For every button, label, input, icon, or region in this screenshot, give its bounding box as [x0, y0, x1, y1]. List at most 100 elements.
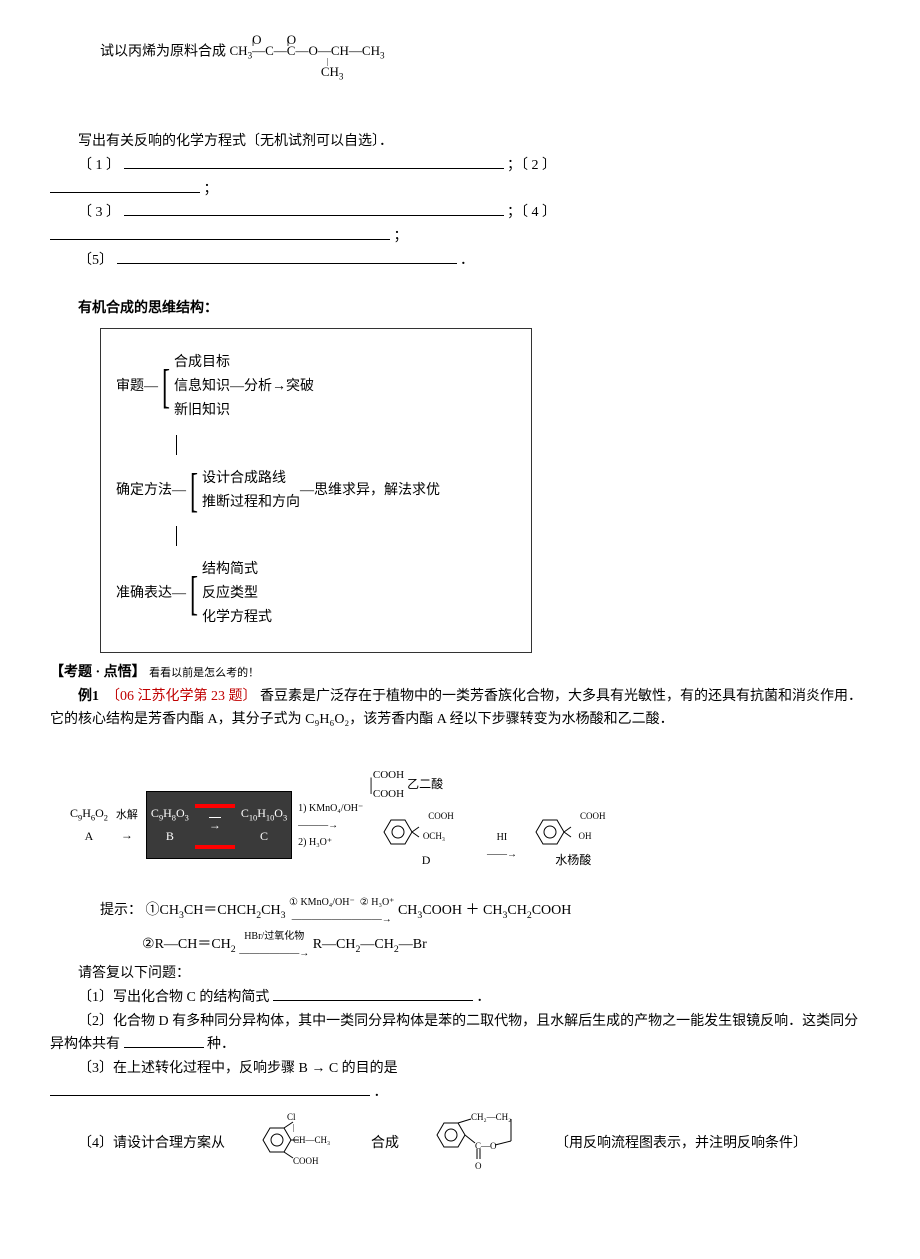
q4-molecule-1: Cl | CH—CH₃ COOH [225, 1110, 343, 1179]
flow1-item2: 新旧知识 [174, 399, 230, 423]
q4-text-a: 〔4〕请设计合理方案从 [50, 1132, 225, 1156]
flow2-item1: 推断过程和方向 [202, 491, 300, 515]
question-3: 〔3〕在上述转化过程中，反响步骤 B → C 的目的是 [50, 1057, 870, 1081]
flow1-item1: 信息知识 [174, 375, 230, 399]
arrow-C-D: 1) KMnO₄/OH⁻ ———→ 2) H₃O⁺ [298, 800, 363, 851]
bracket-icon: [ [190, 467, 198, 515]
blank-4[interactable] [50, 239, 390, 240]
h2-right: R—CH2—CH2—Br [313, 937, 427, 952]
step-CD2: 2) H₃O⁺ [298, 837, 332, 848]
bracket-icon: [ [162, 363, 170, 411]
blank-row-4: ； [50, 225, 870, 249]
bracket-icon: [ [190, 570, 198, 618]
flow3-item2: 化学方程式 [202, 606, 272, 630]
q4-text-b: 合成 [343, 1132, 399, 1156]
arrow-A-B: 水解→ [116, 804, 138, 845]
blank-2[interactable] [50, 192, 200, 193]
svg-text:C—O: C—O [475, 1141, 497, 1151]
item4-end: ； [394, 229, 408, 244]
h2-left: R—CH＝CH2 [155, 937, 236, 952]
ex1-source: 〔06 江苏化学第 23 题〕 [106, 689, 257, 704]
step-CD1: 1) KMnO₄/OH⁻ [298, 803, 363, 814]
svg-text:CH₂—CH₂: CH₂—CH₂ [471, 1112, 511, 1122]
oxalic-bot: COOH [373, 785, 404, 804]
blank-row-1: 〔 1 〕 ；〔 2 〕 [50, 154, 870, 178]
h1-arrow: ① KMnO₄/OH⁻ ② H₃O⁺ —————————→ [289, 894, 394, 928]
flow1-item0: 合成目标 [174, 351, 230, 375]
oxalic-top: COOH [373, 766, 404, 785]
arrow-D-E: HI——→ [487, 829, 517, 863]
intro-prefix: 试以丙烯为原料合成 [100, 44, 226, 59]
q3-blank[interactable] [50, 1095, 370, 1096]
flowchart-title: 有机合成的思维结构： [50, 297, 870, 321]
h1-cond1: ① KMnO₄/OH⁻ [289, 897, 355, 908]
question-3-blank-row: ． [50, 1081, 870, 1105]
questions-lead: 请答复以下问题： [50, 962, 870, 986]
oxalic-acid: | COOH COOH 乙二酸 [369, 766, 443, 803]
exam-note: 看看以前是怎么考的！ [149, 667, 259, 679]
flow2-item0: 设计合成路线 [202, 467, 300, 491]
D-och3: OCH₃ [423, 831, 445, 841]
svg-text:|: | [293, 1123, 295, 1132]
oxalic-name: 乙二酸 [407, 774, 443, 794]
compound-C: C10H10O3C [241, 803, 287, 846]
E-name: 水杨酸 [555, 853, 591, 867]
blank-row-3: 〔 3 〕 ；〔 4 〕 [50, 201, 870, 225]
blackbox-BC: C9H8O3B → C10H10O3C [146, 791, 292, 858]
hint-1: 提示： ①CH3CH＝CHCH2CH3 ① KMnO₄/OH⁻ ② H₃O⁺ —… [100, 894, 870, 928]
flow1-head: 审题— [116, 375, 158, 399]
question-2: 〔2〕化合物 D 有多种同分异构体，其中一类同分异构体是苯的二取代物，且水解后生… [50, 1010, 870, 1058]
target-formula-line: 试以丙烯为原料合成 CH3—O‖C—O‖C—O—CH|CH3—CH3 [100, 40, 870, 130]
flow1-tail: —分析→突破 [230, 375, 314, 399]
flow2-head: 确定方法— [116, 479, 186, 503]
compound-A: C9H6O2 A [70, 803, 108, 846]
svg-text:Cl: Cl [287, 1112, 296, 1122]
question-1: 〔1〕写出化合物 C 的结构简式 ． [50, 986, 870, 1010]
q3-text: 〔3〕在上述转化过程中，反响步骤 B → C 的目的是 [78, 1061, 398, 1076]
D-cooh: COOH [428, 811, 454, 821]
item2-end: ； [204, 182, 218, 197]
q2-text-b: 种． [207, 1037, 235, 1052]
hints-label: 提示： [100, 903, 142, 918]
item5-period: ． [460, 253, 474, 268]
item5-label: 〔5〕 [78, 253, 113, 268]
svg-text:COOH: COOH [293, 1156, 319, 1166]
h1-right: CH3COOH ＋ CH3CH2COOH [398, 903, 571, 918]
flow3-head: 准确表达— [116, 582, 186, 606]
blank-5[interactable] [117, 263, 457, 264]
h1-num: ① [146, 903, 160, 918]
step-DE: HI [497, 832, 508, 843]
q1-blank[interactable] [273, 1000, 473, 1001]
item4-label: ；〔 4 〕 [507, 205, 556, 220]
connector-1 [176, 435, 516, 455]
item1-label: 〔 1 〕 [78, 158, 120, 173]
q3-end: ． [374, 1085, 388, 1100]
h1-left: CH3CH＝CHCH2CH3 [160, 903, 286, 918]
E-cooh: COOH [580, 811, 606, 821]
compound-E: COOH OH 水杨酸 [521, 807, 626, 884]
exam-header: 【考题 · 点悟】 [50, 665, 146, 680]
item2-label: ；〔 2 〕 [507, 158, 556, 173]
A-formula: C9H6O2 [70, 806, 108, 820]
blank-3[interactable] [124, 215, 504, 216]
q4-text-c: 〔用反响流程图表示，并注明反响条件〕 [527, 1132, 807, 1156]
svg-text:CH—CH₃: CH—CH₃ [293, 1135, 330, 1145]
blank-row-2: ； [50, 178, 870, 202]
blank-row-5: 〔5〕 ． [50, 249, 870, 273]
flow-row-2: 确定方法— [ 设计合成路线 推断过程和方向 —思维求异，解法求优 [116, 465, 516, 517]
ex1-label: 例1 [78, 689, 99, 704]
h2-arrow: HBr/过氧化物 ——————→ [239, 928, 309, 962]
A-label: A [85, 829, 94, 843]
intro-line2: 写出有关反响的化学方程式〔无机试剂可以自选〕． [50, 130, 870, 154]
row-D-E: COOH OCH₃ D HI——→ COOH OH 水杨酸 [369, 807, 625, 884]
q2-blank[interactable] [124, 1047, 204, 1048]
flow3-item0: 结构简式 [202, 558, 272, 582]
h2-num: ② [142, 937, 155, 952]
D-label: D [422, 853, 431, 867]
example-1: 例1 〔06 江苏化学第 23 题〕 香豆素是广泛存在于植物中的一类芳香族化合物… [50, 685, 870, 733]
blank-1[interactable] [124, 168, 504, 169]
flow3-item1: 反应类型 [202, 582, 272, 606]
compound-B: C9H8O3B [151, 803, 189, 846]
target-molecule: CH3—O‖C—O‖C—O—CH|CH3—CH3 [230, 40, 385, 64]
C-label: C [260, 829, 268, 843]
